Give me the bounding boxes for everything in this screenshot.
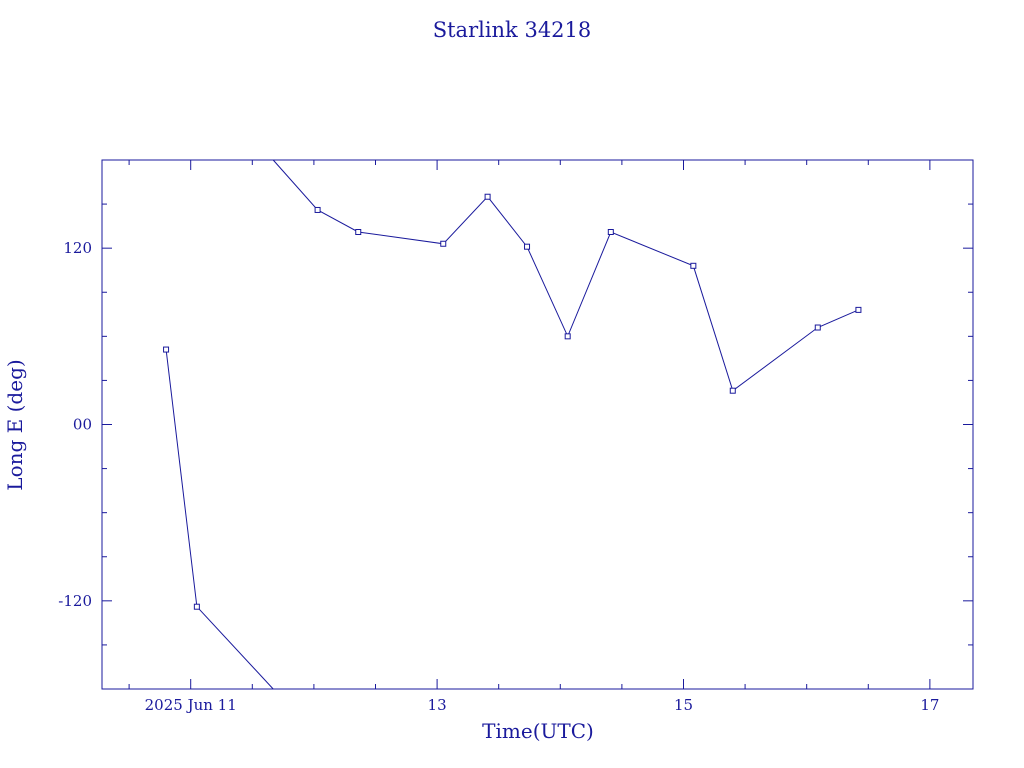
- x-tick-label: 15: [674, 696, 693, 714]
- plot-frame: [101, 159, 974, 690]
- series-line: [165, 349, 274, 690]
- data-point: [193, 603, 200, 610]
- x-tick-label: 13: [428, 696, 447, 714]
- data-point: [163, 346, 170, 353]
- data-point: [607, 229, 614, 236]
- y-axis-label: Long E (deg): [3, 359, 27, 490]
- data-point: [484, 193, 491, 200]
- data-point: [314, 206, 321, 213]
- y-tick-label: 00: [73, 416, 92, 434]
- tick-labels: 2025 Jun 11 13 15 17 120 00 -120: [58, 239, 939, 714]
- data-point: [524, 243, 531, 250]
- y-tick-label: -120: [58, 592, 92, 610]
- data-point: [355, 229, 362, 236]
- series-line: [272, 159, 859, 392]
- chart-title: Starlink 34218: [433, 18, 592, 42]
- data-point: [564, 333, 571, 340]
- data-point: [855, 306, 862, 313]
- axis-ticks: [102, 160, 973, 689]
- x-axis-label: Time(UTC): [482, 719, 594, 743]
- x-tick-label: 2025 Jun 11: [145, 696, 237, 714]
- data-point: [814, 324, 821, 331]
- data-point: [690, 262, 697, 269]
- x-tick-label: 17: [920, 696, 939, 714]
- data-series: [163, 159, 862, 690]
- data-point: [440, 240, 447, 247]
- data-point: [729, 387, 736, 394]
- y-tick-label: 120: [63, 239, 92, 257]
